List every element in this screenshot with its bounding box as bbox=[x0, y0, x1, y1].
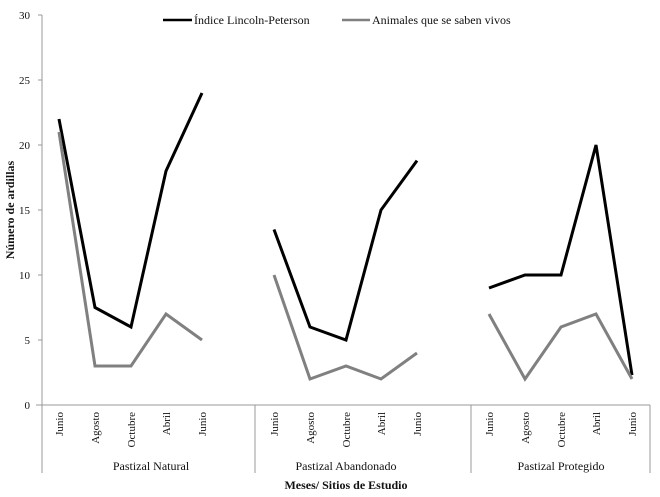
x-group-label: Pastizal Natural bbox=[113, 459, 190, 473]
y-tick-label: 30 bbox=[19, 10, 31, 22]
series-line bbox=[57, 92, 204, 330]
x-category-label: Octubre bbox=[126, 412, 138, 448]
y-axis-title: Número de ardillas bbox=[3, 160, 17, 259]
y-axis-ticks: 0 5 10 15 20 25 30 bbox=[19, 10, 42, 412]
x-category-label: Octubre bbox=[556, 412, 568, 448]
series-line bbox=[487, 312, 634, 382]
y-tick-label: 5 bbox=[25, 335, 31, 347]
y-tick-label: 0 bbox=[25, 400, 31, 412]
x-category-label: Abril bbox=[161, 412, 173, 435]
legend-label: Animales que se saben vivos bbox=[372, 13, 511, 27]
x-category-label: Agosto bbox=[305, 412, 317, 444]
x-axis-groups: Pastizal Natural Pastizal Abandonado Pasti… bbox=[113, 459, 605, 473]
axes bbox=[36, 15, 651, 473]
x-category-label: Agosto bbox=[90, 412, 102, 444]
x-category-label: Junio bbox=[627, 412, 639, 436]
x-category-label: Octubre bbox=[341, 412, 353, 448]
legend-item-lincoln-peterson: Índice Lincoln-Peterson bbox=[163, 13, 310, 27]
x-category-label: Junio bbox=[484, 412, 496, 436]
y-tick-label: 20 bbox=[19, 140, 31, 152]
legend-label: Índice Lincoln-Peterson bbox=[194, 13, 310, 27]
legend-item-animales-vivos: Animales que se saben vivos bbox=[342, 13, 511, 27]
x-category-label: Junio bbox=[54, 412, 66, 436]
y-tick-label: 25 bbox=[19, 75, 31, 87]
x-group-label: Pastizal Abandonado bbox=[296, 459, 397, 473]
x-group-label: Pastizal Protegido bbox=[518, 459, 605, 473]
x-category-label: Abril bbox=[591, 412, 603, 435]
x-category-label: Agosto bbox=[520, 412, 532, 444]
x-category-label: Junio bbox=[412, 412, 424, 436]
x-category-label: Abril bbox=[376, 412, 388, 435]
legend: Índice Lincoln-Peterson Animales que se … bbox=[163, 13, 511, 27]
y-tick-label: 15 bbox=[19, 205, 31, 217]
series-line bbox=[57, 131, 203, 368]
data-lines bbox=[57, 92, 634, 382]
x-category-label: Junio bbox=[197, 412, 209, 436]
series-line bbox=[272, 274, 418, 381]
x-axis-categories: Junio Agosto Octubre Abril Junio Junio Agosto O… bbox=[54, 412, 639, 448]
series-line bbox=[488, 144, 634, 376]
series-line bbox=[272, 159, 419, 342]
x-axis-title: Meses/ Sitios de Estudio bbox=[284, 478, 407, 492]
x-category-label: Junio bbox=[269, 412, 281, 436]
y-tick-label: 10 bbox=[19, 270, 31, 282]
